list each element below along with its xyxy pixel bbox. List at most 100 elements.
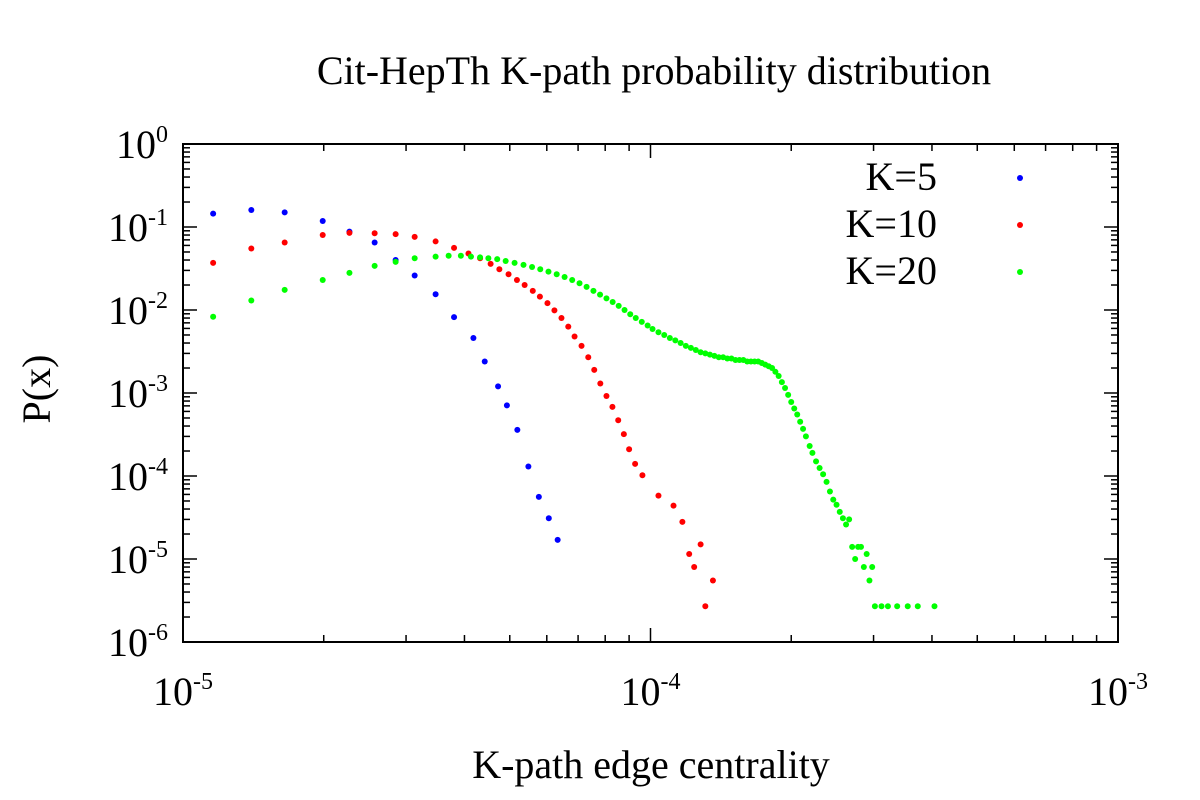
data-point (248, 207, 255, 214)
data-point (702, 350, 709, 357)
data-point (687, 344, 694, 351)
legend-label: K=5 (866, 154, 937, 199)
data-point (496, 266, 503, 273)
data-point (411, 255, 418, 262)
data-point (894, 603, 901, 610)
data-point (494, 256, 501, 263)
data-point (857, 543, 864, 550)
data-point (597, 291, 604, 298)
data-point (800, 425, 807, 432)
legend-label: K=10 (846, 201, 937, 246)
data-point (632, 460, 639, 467)
data-point (457, 252, 464, 259)
data-point (615, 302, 622, 309)
data-point (677, 340, 684, 347)
data-point (585, 354, 592, 361)
data-point (794, 411, 801, 418)
data-point (846, 516, 853, 523)
data-point (485, 255, 492, 262)
data-point (785, 391, 792, 398)
data-point (536, 293, 543, 300)
x-tick-label: 10-4 (621, 669, 681, 714)
data-point (551, 307, 558, 314)
series-0 (210, 207, 561, 543)
data-point (609, 298, 616, 305)
data-point (806, 442, 813, 449)
data-point (470, 334, 477, 341)
data-point (545, 515, 552, 522)
data-point (477, 254, 484, 261)
data-point (558, 315, 565, 322)
data-point (788, 398, 795, 405)
data-point (392, 231, 399, 238)
data-point (561, 273, 568, 280)
data-point (597, 380, 604, 387)
data-point (513, 276, 520, 283)
data-point (346, 229, 353, 236)
data-point (772, 368, 779, 375)
data-point (591, 366, 598, 373)
data-point (487, 260, 494, 267)
data-point (535, 493, 542, 500)
data-point (904, 603, 911, 610)
data-point (603, 295, 610, 302)
data-point (931, 603, 938, 610)
data-point (210, 259, 217, 266)
data-point (672, 337, 679, 344)
data-point (833, 501, 840, 508)
data-point (644, 322, 651, 329)
data-point (682, 342, 689, 349)
data-point (775, 373, 782, 380)
data-point (715, 354, 722, 361)
data-point (520, 261, 527, 268)
data-point (724, 355, 731, 362)
data-point (554, 536, 561, 543)
data-point (281, 286, 288, 293)
data-point (565, 323, 572, 330)
data-point (649, 326, 656, 333)
data-point (823, 478, 830, 485)
data-point (502, 257, 509, 264)
data-point (826, 488, 833, 495)
y-tick-label: 10-5 (108, 537, 168, 582)
data-point (778, 379, 785, 386)
data-point (505, 271, 512, 278)
y-tick-label: 10-3 (108, 371, 168, 416)
data-point (615, 417, 622, 424)
x-tick-label: 10-3 (1088, 669, 1148, 714)
data-point (866, 577, 873, 584)
data-point (578, 342, 585, 349)
data-point (836, 508, 843, 515)
data-point (248, 297, 255, 304)
data-point (576, 280, 583, 287)
data-point (529, 287, 536, 294)
data-point (525, 463, 532, 470)
data-point (809, 449, 816, 456)
data-point (432, 291, 439, 298)
x-ticks: 10-5 10-4 10-3 (153, 144, 1148, 714)
y-tick-label: 10-1 (108, 205, 168, 250)
data-point (914, 603, 921, 610)
data-point (371, 262, 378, 269)
data-point (319, 276, 326, 283)
data-point (545, 268, 552, 275)
data-point (445, 252, 452, 259)
data-point (697, 541, 704, 548)
series-1 (210, 229, 716, 610)
data-point (371, 239, 378, 246)
data-point (281, 209, 288, 216)
data-point (621, 307, 628, 313)
y-tick-label: 10-4 (108, 454, 168, 499)
data-point (495, 383, 502, 390)
data-point (709, 577, 716, 584)
series-2 (210, 252, 938, 610)
data-point (702, 603, 709, 610)
data-point (782, 384, 789, 391)
y-tick-label: 100 (116, 122, 168, 167)
data-point (626, 446, 633, 453)
data-point (521, 282, 528, 289)
legend-label: K=20 (846, 248, 937, 293)
data-point (281, 239, 288, 246)
data-point (620, 431, 627, 438)
